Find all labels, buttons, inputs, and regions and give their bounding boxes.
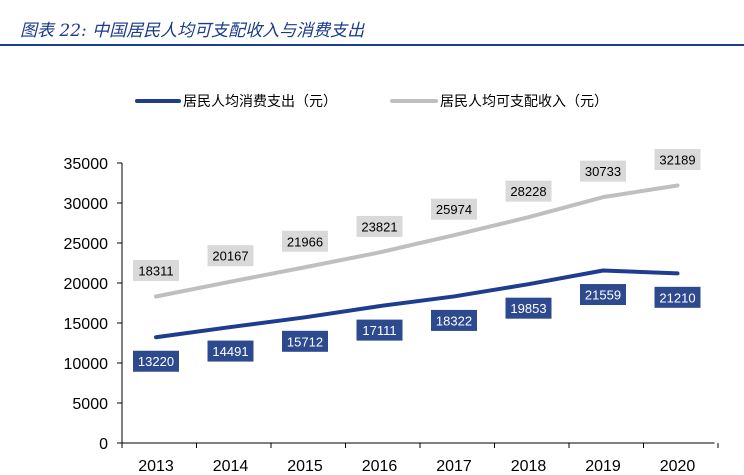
consumption-series-line [154,268,680,340]
consumption-data-label: 21559 [585,288,621,303]
income-data-label-box [431,198,477,220]
y-tick-label: 10000 [64,356,109,373]
income-data-label-box [207,245,254,267]
x-tick-label: 2017 [436,458,472,475]
consumption-data-label-box [654,286,701,308]
y-tick-label: 0 [99,436,108,453]
income-series-line [154,183,680,299]
consumption-data-label: 15712 [287,334,323,349]
consumption-data-label-box [133,350,179,372]
consumption-data-label: 21210 [659,290,695,305]
consumption-data-label-box [580,284,626,306]
income-data-label-box [654,148,701,170]
x-tick-label: 2020 [660,458,696,475]
consumption-data-label-box [505,297,552,319]
consumption-data-label-box [207,340,254,362]
consumption-data-label: 18322 [436,313,472,328]
consumption-data-label-box [282,330,328,352]
y-tick-label: 30000 [64,196,109,213]
income-data-label: 18311 [138,264,173,279]
income-data-label: 28228 [510,184,546,199]
y-tick-label: 35000 [64,156,109,173]
income-data-label: 30733 [585,164,621,179]
income-data-label-box [580,160,626,182]
title-divider [0,44,744,46]
income-data-label: 32189 [659,152,695,167]
income-data-label: 25974 [436,202,472,217]
consumption-data-label-box [356,319,403,341]
income-data-label: 20167 [212,249,248,264]
x-tick-label: 2019 [585,458,621,475]
x-tick-label: 2015 [287,458,323,475]
y-tick-label: 25000 [64,236,109,253]
y-tick-label: 5000 [72,396,108,413]
consumption-data-label: 14491 [212,344,248,359]
income-data-label: 23821 [361,219,397,234]
x-tick-label: 2016 [362,458,398,475]
income-data-label-box [133,260,179,282]
consumption-data-label-box [431,309,477,331]
income-data-label-box [505,180,552,202]
y-tick-label: 20000 [64,276,109,293]
income-data-label: 21966 [287,234,323,249]
legend-income-label: 居民人均可支配收入（元） [440,94,608,110]
consumption-data-label: 19853 [510,301,546,316]
figure-title: 图表 22: 中国居民人均可支配收入与消费支出 [20,21,365,41]
consumption-data-label: 17111 [362,323,396,338]
income-data-label-box [356,215,403,237]
x-tick-label: 2013 [138,458,174,475]
x-tick-label: 2018 [511,458,547,475]
consumption-data-label: 13220 [138,354,174,369]
x-tick-label: 2014 [213,458,249,475]
income-data-label-box [282,230,328,252]
y-tick-label: 15000 [64,316,109,333]
legend-consumption-label: 居民人均消费支出（元） [183,94,337,110]
